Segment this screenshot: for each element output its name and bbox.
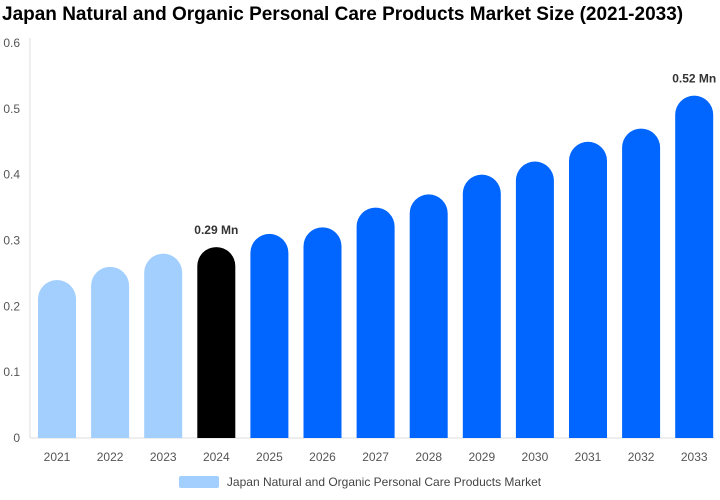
bar-2021: [38, 280, 76, 438]
bar-chart: 0 0.1 0.2 0.3 0.4 0.5 0.6 2021 2022 2023 2024 0.29 …: [3, 36, 716, 464]
x-tick-label: 2027: [362, 450, 389, 464]
legend-swatch: [178, 476, 219, 488]
bar-2029: [462, 174, 501, 438]
y-tick-label: 0.5: [3, 102, 20, 116]
y-tick-label: 0.4: [3, 168, 20, 182]
bar-2031: [569, 141, 607, 438]
y-tick-label: 0.3: [3, 234, 20, 248]
x-tick-label: 2033: [681, 450, 708, 464]
bar-2026: [303, 227, 342, 438]
x-tick-label: 2030: [522, 450, 549, 464]
x-tick-label: 2028: [415, 450, 442, 464]
bar-2030: [515, 161, 554, 438]
bar-2033: [675, 95, 714, 439]
bar-2032: [622, 128, 661, 439]
x-tick-label: 2023: [150, 450, 177, 464]
y-tick-label: 0.1: [3, 365, 20, 379]
bar-2024: [197, 247, 236, 438]
chart-title: Japan Natural and Organic Personal Care …: [2, 4, 684, 25]
y-tick-label: 0.2: [3, 299, 20, 313]
x-tick-label: 2031: [575, 450, 602, 464]
legend-label: Japan Natural and Organic Personal Care …: [226, 475, 542, 489]
legend[interactable]: Japan Natural and Organic Personal Care …: [0, 475, 720, 489]
y-tick-label: 0.6: [3, 36, 20, 50]
bar-2027: [356, 207, 395, 438]
data-label: 0.52 Mn: [672, 72, 716, 86]
x-tick-label: 2026: [309, 450, 336, 464]
x-tick-label: 2024: [203, 450, 230, 464]
bar-2023: [144, 253, 183, 438]
bar-2022: [91, 266, 130, 438]
x-tick-label: 2032: [628, 450, 655, 464]
x-tick-label: 2029: [468, 450, 495, 464]
data-label: 0.29 Mn: [194, 223, 238, 237]
bar-2028: [409, 194, 448, 438]
x-tick-label: 2022: [97, 450, 124, 464]
x-tick-label: 2025: [256, 450, 283, 464]
y-tick-label: 0: [13, 431, 20, 445]
x-tick-label: 2021: [44, 450, 71, 464]
bar-2025: [250, 233, 289, 438]
